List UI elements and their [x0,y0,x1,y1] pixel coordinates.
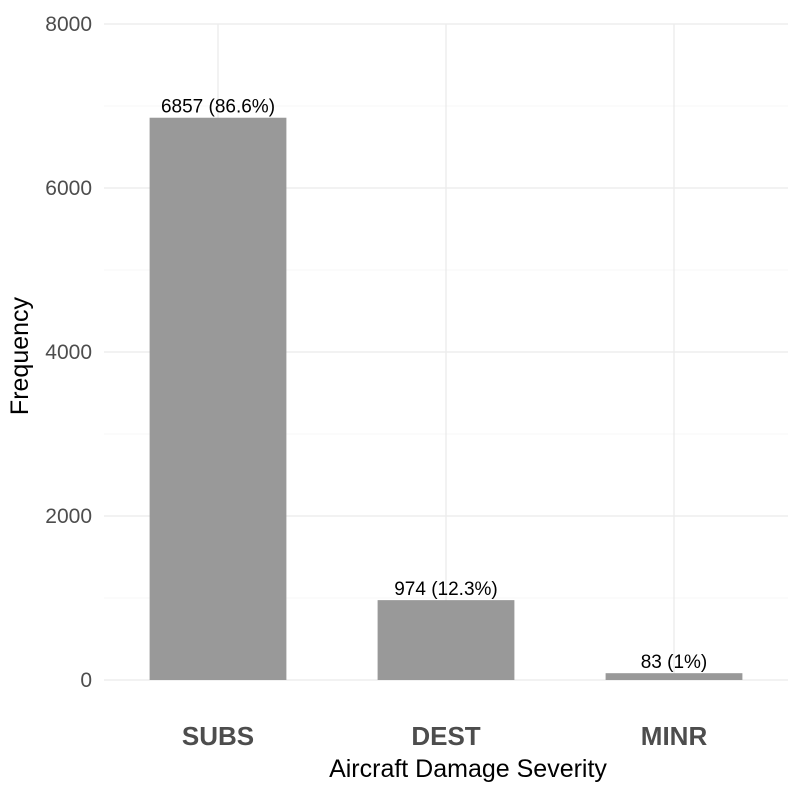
y-tick-label: 0 [80,669,92,692]
x-axis-title: Aircraft Damage Severity [329,755,607,783]
bar-dest [377,600,515,680]
bar-value-label: 974 (12.3%) [394,579,498,600]
y-tick-label: 4000 [45,341,92,364]
y-axis-ticks: 0 2000 4000 6000 8000 [45,13,92,692]
y-axis-title: Frequency [6,296,34,415]
bar-value-label: 6857 (86.6%) [161,97,275,118]
bar-subs [149,117,287,680]
x-tick-label: SUBS [182,721,254,751]
x-axis-ticks: SUBS DEST MINR [182,721,708,751]
y-tick-label: 2000 [45,505,92,528]
y-tick-label: 6000 [45,177,92,200]
y-tick-label: 8000 [45,13,92,36]
bar-layer [149,117,743,680]
bar-label-layer: 6857 (86.6%) 974 (12.3%) 83 (1%) [161,97,707,673]
x-tick-label: MINR [641,721,708,751]
x-tick-label: DEST [411,721,480,751]
bar-value-label: 83 (1%) [641,652,708,673]
bar-minr [605,673,743,680]
